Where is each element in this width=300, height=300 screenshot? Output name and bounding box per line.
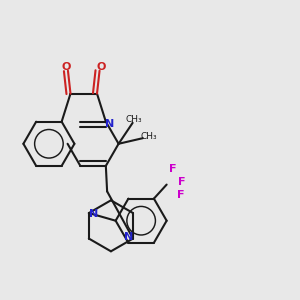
Text: O: O — [96, 61, 106, 72]
Text: CH₃: CH₃ — [140, 132, 157, 141]
Text: O: O — [62, 61, 71, 72]
Text: F: F — [178, 177, 186, 187]
Text: N: N — [105, 119, 114, 129]
Text: N: N — [88, 209, 98, 219]
Text: N: N — [124, 232, 133, 242]
Text: F: F — [177, 190, 184, 200]
Text: F: F — [169, 164, 177, 174]
Text: CH₃: CH₃ — [126, 115, 142, 124]
